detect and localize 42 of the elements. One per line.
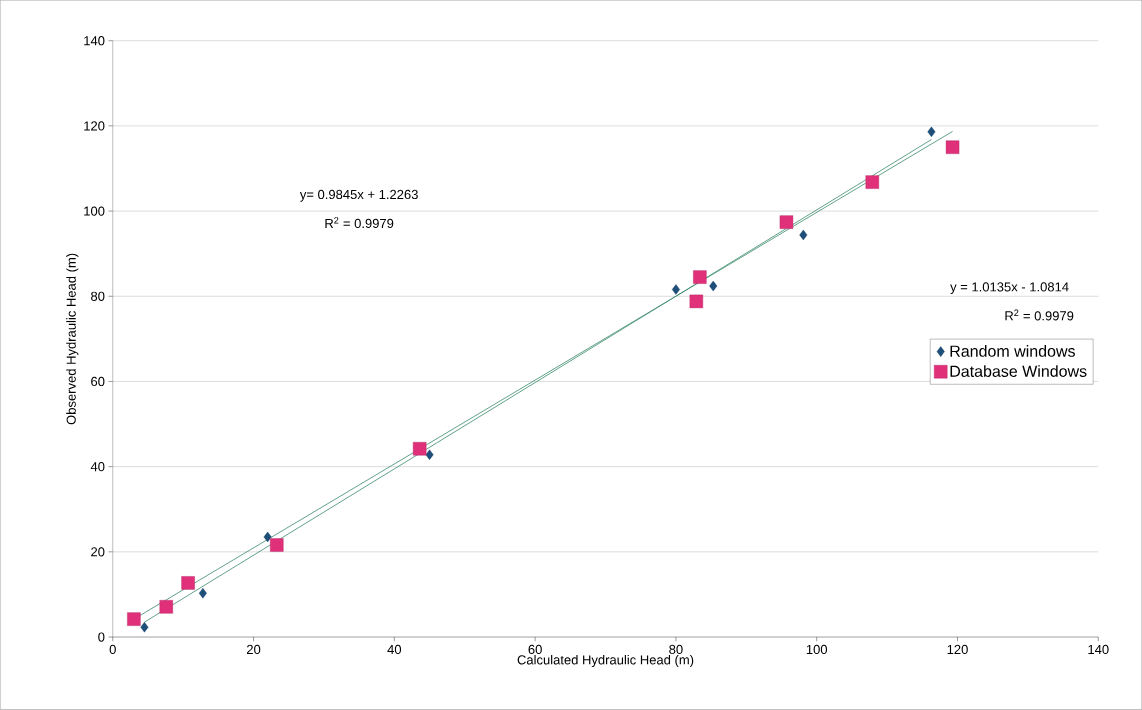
x-tick-label: 100	[806, 644, 828, 655]
legend-label: Random windows	[950, 345, 1075, 357]
point	[270, 538, 284, 552]
x-tick-label: 140	[1088, 644, 1109, 655]
point	[263, 531, 272, 543]
legend-label: Database Windows	[950, 365, 1087, 378]
x-tick-label: 60	[528, 644, 542, 655]
point	[709, 280, 718, 292]
point	[779, 215, 794, 229]
point	[412, 442, 427, 456]
y-tick-label: 140	[84, 36, 105, 46]
annotation: R$^{2}$ = 0.9979	[325, 217, 394, 229]
y-tick-label: 60	[91, 376, 105, 387]
x-tick-label: 120	[947, 644, 968, 655]
annotation: R$^{2}$ = 0.9979	[1005, 309, 1074, 321]
point	[127, 612, 141, 626]
x-axis-title: Calculated Hydraulic Head (m)	[517, 655, 694, 668]
y-tick-label: 120	[84, 121, 105, 131]
x-tick-label: 40	[387, 644, 402, 655]
point	[425, 449, 434, 461]
point	[693, 270, 707, 284]
point	[865, 175, 880, 189]
annotation: y = 1.0135x - 1.0814	[950, 282, 1069, 295]
point	[159, 600, 173, 614]
y-tick-label: 0	[98, 632, 105, 642]
y-tick-label: 80	[91, 291, 105, 301]
point	[671, 284, 680, 295]
x-tick-label: 80	[669, 644, 683, 655]
x-tick-label: 20	[246, 644, 261, 655]
point	[198, 588, 207, 599]
y-axis-title: Observed Hydraulic Head (m)	[66, 253, 79, 425]
y-tick-label: 100	[84, 206, 105, 216]
point	[927, 126, 936, 138]
point	[945, 140, 960, 155]
point	[140, 622, 149, 633]
point	[689, 294, 704, 309]
annotation: y= 0.9845x + 1.2263	[299, 189, 418, 202]
point	[799, 229, 808, 241]
y-tick-label: 20	[91, 547, 105, 557]
x-tick-label: 0	[109, 644, 116, 655]
point	[181, 576, 195, 590]
y-tick-label: 40	[90, 462, 105, 472]
